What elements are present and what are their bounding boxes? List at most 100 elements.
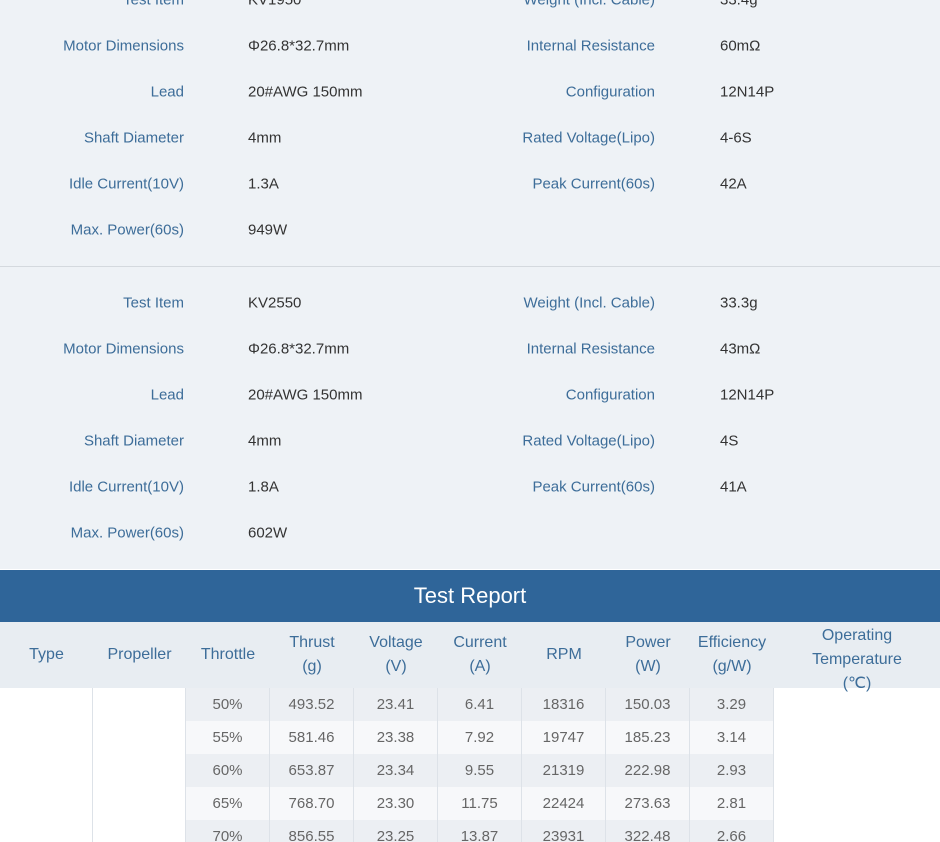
spec-label: Internal Resistance xyxy=(526,340,655,358)
column-header: Power (W) xyxy=(606,631,690,679)
table-cell: 6.41 xyxy=(438,688,522,721)
spec-value: Φ26.8*32.7mm xyxy=(248,340,350,358)
table-cell: 581.46 xyxy=(270,721,354,754)
spec-value: 20#AWG 150mm xyxy=(248,83,363,101)
table-cell: 23.41 xyxy=(354,688,438,721)
table-cell: 19747 xyxy=(522,721,606,754)
spec-value: 20#AWG 150mm xyxy=(248,386,363,404)
spec-label: Shaft Diameter xyxy=(83,129,184,147)
column-header: Operating Temperature (℃) xyxy=(774,624,940,696)
header-line: Throttle xyxy=(200,646,256,663)
header-line: Voltage xyxy=(369,634,423,651)
spec-value: 12N14P xyxy=(720,386,775,404)
spec-label: Configuration xyxy=(565,83,655,101)
column-header: Efficiency (g/W) xyxy=(690,631,774,679)
type-cell xyxy=(0,688,93,842)
table-cell: 11.75 xyxy=(438,787,522,820)
table-cell: 322.48 xyxy=(606,820,690,842)
spec-label: Motor Dimensions xyxy=(63,340,184,358)
report-title: Test Report xyxy=(413,583,527,608)
table-cell: 13.87 xyxy=(438,820,522,842)
spec-label: Weight (Incl. Cable) xyxy=(523,0,655,9)
spec-label: Lead xyxy=(150,83,184,101)
table-cell: 2.93 xyxy=(690,754,774,787)
table-cell: 23.25 xyxy=(354,820,438,842)
column-header: Propeller xyxy=(93,643,186,667)
header-line: Efficiency xyxy=(697,634,767,651)
table-cell: 2.66 xyxy=(690,820,774,842)
spec-label: Test Item xyxy=(123,0,184,9)
spec-label: Max. Power(60s) xyxy=(70,221,184,239)
spec-label: Peak Current(60s) xyxy=(532,478,655,496)
spec-label: Rated Voltage(Lipo) xyxy=(522,432,655,450)
spec-value: Φ26.8*32.7mm xyxy=(248,37,350,55)
spec-label: Weight (Incl. Cable) xyxy=(523,294,655,312)
header-line: (V) xyxy=(385,658,407,675)
table-cell: 22424 xyxy=(522,787,606,820)
table-cell: 23931 xyxy=(522,820,606,842)
table-cell: 150.03 xyxy=(606,688,690,721)
table-cell: 185.23 xyxy=(606,721,690,754)
table-cell: 493.52 xyxy=(270,688,354,721)
spec-value: 43mΩ xyxy=(720,340,761,358)
table-cell: 9.55 xyxy=(438,754,522,787)
table-cell: 60% xyxy=(186,754,270,787)
header-line: Propeller xyxy=(107,646,172,663)
table-cell: 3.14 xyxy=(690,721,774,754)
divider xyxy=(0,266,940,267)
table-header-bg xyxy=(0,622,940,688)
spec-value: KV1950 xyxy=(248,0,302,9)
report-title-bar: Test Report xyxy=(0,570,940,622)
table-cell: 50% xyxy=(186,688,270,721)
table-cell: 65% xyxy=(186,787,270,820)
spec-label: Rated Voltage(Lipo) xyxy=(522,129,655,147)
spec-value: 4-6S xyxy=(720,129,752,147)
spec-label: Peak Current(60s) xyxy=(532,175,655,193)
spec-value: 33.3g xyxy=(720,294,758,312)
spec-value: 4S xyxy=(720,432,739,450)
table-cell: 653.87 xyxy=(270,754,354,787)
spec-label: Test Item xyxy=(123,294,184,312)
header-line: (g/W) xyxy=(712,658,752,675)
spec-label: Configuration xyxy=(565,386,655,404)
spec-value: 4mm xyxy=(248,129,282,147)
spec-value: 12N14P xyxy=(720,83,775,101)
spec-label: Max. Power(60s) xyxy=(70,524,184,542)
header-line: (℃) xyxy=(842,675,872,692)
table-cell: 222.98 xyxy=(606,754,690,787)
column-header: Voltage (V) xyxy=(354,631,438,679)
header-line: (W) xyxy=(635,658,661,675)
spec-label: Motor Dimensions xyxy=(63,37,184,55)
header-line: Current xyxy=(453,634,507,651)
table-cell: 856.55 xyxy=(270,820,354,842)
header-line: Type xyxy=(29,646,64,663)
spec-value: 1.3A xyxy=(248,175,279,193)
header-line: Thrust xyxy=(289,634,335,651)
table-cell: 23.34 xyxy=(354,754,438,787)
spec-value: 60mΩ xyxy=(720,37,761,55)
table-cell: 7.92 xyxy=(438,721,522,754)
column-header: Thrust (g) xyxy=(270,631,354,679)
column-header: Type xyxy=(0,643,93,667)
spec-block: Test Item KV2550 Motor Dimensions Φ26.8*32.… xyxy=(0,267,940,569)
spec-block: Test Item KV1950 Motor Dimensions Φ26.8*32.… xyxy=(0,0,940,266)
table-cell: 55% xyxy=(186,721,270,754)
spec-value: 33.4g xyxy=(720,0,758,9)
spec-label: Idle Current(10V) xyxy=(68,175,184,193)
spec-value: 41A xyxy=(720,478,747,496)
spec-value: 4mm xyxy=(248,432,282,450)
spec-label: Lead xyxy=(150,386,184,404)
header-line: RPM xyxy=(546,646,582,663)
header-line: Power xyxy=(625,634,671,651)
header-line: Temperature xyxy=(812,651,902,668)
spec-label: Internal Resistance xyxy=(526,37,655,55)
column-header: Current (A) xyxy=(438,631,522,679)
table-cell: 21319 xyxy=(522,754,606,787)
spec-value: 602W xyxy=(248,524,288,542)
header-line: Operating xyxy=(821,627,893,644)
table-cell: 768.70 xyxy=(270,787,354,820)
table-cell: 70% xyxy=(186,820,270,842)
header-line: (g) xyxy=(302,658,322,675)
spec-label: Idle Current(10V) xyxy=(68,478,184,496)
